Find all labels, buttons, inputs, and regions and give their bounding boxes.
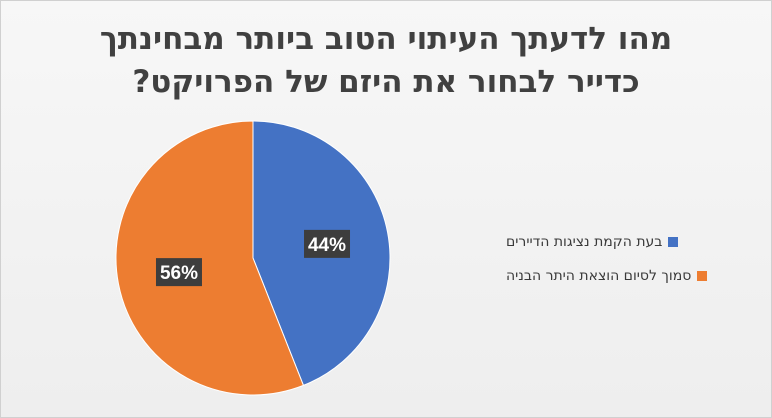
data-label: 56%	[160, 263, 198, 284]
legend-item-building-permit: סמוך לסיום הוצאת היתר הבניה	[506, 265, 756, 287]
data-label-box	[304, 229, 351, 258]
chart-title: מהו לדעתך העיתוי הטוב ביותר מבחינתך כדיי…	[40, 18, 732, 104]
legend: בעת הקמת נציגות הדיירים סמוך לסיום הוצאת…	[506, 231, 756, 299]
data-label: 44%	[308, 235, 346, 256]
data-label-box	[155, 258, 202, 287]
legend-label: בעת הקמת נציגות הדיירים	[506, 234, 663, 250]
chart-title-line-2: כדייר לבחור את היזם של הפרויקט?	[132, 64, 640, 100]
pie-slice-building-permit	[115, 120, 305, 396]
chart-title-line-1: מהו לדעתך העיתוי הטוב ביותר מבחינתך	[99, 21, 673, 57]
legend-swatch-blue	[668, 237, 679, 247]
legend-item-tenant-representation: בעת הקמת נציגות הדיירים	[506, 231, 756, 253]
legend-swatch-orange	[697, 271, 708, 281]
legend-label: סמוך לסיום הוצאת היתר הבניה	[506, 268, 692, 284]
